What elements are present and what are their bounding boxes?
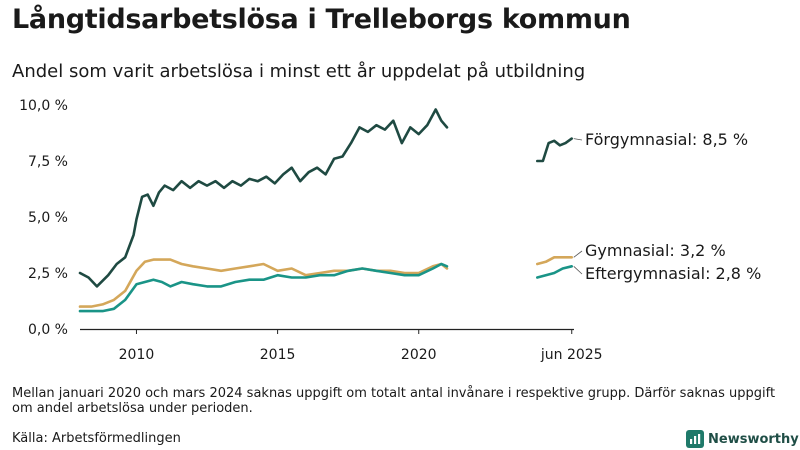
- y-tick-label: 0,0 %: [28, 322, 68, 338]
- series-line-eftergymnasial: [535, 264, 574, 279]
- label-connector: [573, 138, 583, 141]
- brand-name: Newsworthy: [708, 431, 799, 447]
- y-tick-label: 7,5 %: [28, 154, 68, 170]
- x-tick-label: 2010: [119, 347, 155, 363]
- series-label-förgymnasial: Förgymnasial: 8,5 %: [585, 130, 748, 149]
- series-label-eftergymnasial: Eftergymnasial: 2,8 %: [585, 264, 761, 283]
- y-tick-label: 2,5 %: [28, 266, 68, 282]
- chart-title: Långtidsarbetslösa i Trelleborgs kommun: [12, 4, 631, 35]
- y-tick-label: 10,0 %: [19, 98, 68, 114]
- y-tick-label: 5,0 %: [28, 210, 68, 226]
- line-chart: 0,0 % 2,5 % 5,0 % 7,5 % 10,0 % 2010 2015 2020 ju…: [19, 98, 761, 363]
- label-connector: [573, 250, 583, 258]
- chart-subtitle: Andel som varit arbetslösa i minst ett å…: [12, 61, 586, 82]
- chart-note: Mellan januari 2020 och mars 2024 saknas…: [12, 386, 776, 416]
- series-line-eftergymnasial: [78, 262, 449, 313]
- series-label-gymnasial: Gymnasial: 3,2 %: [585, 241, 726, 260]
- x-tick-label: jun 2025: [540, 347, 603, 363]
- x-tick-label: 2020: [401, 347, 437, 363]
- label-connector: [573, 265, 583, 275]
- brand-logo: Newsworthy: [686, 430, 799, 448]
- series-line-förgymnasial: [535, 137, 574, 163]
- source-text: Källa: Arbetsförmedlingen: [12, 431, 181, 446]
- bar-chart-icon: [686, 430, 704, 448]
- x-tick-label: 2015: [260, 347, 296, 363]
- series-line-gymnasial: [78, 258, 449, 308]
- series-line-förgymnasial: [78, 108, 449, 288]
- series-line-gymnasial: [535, 255, 574, 266]
